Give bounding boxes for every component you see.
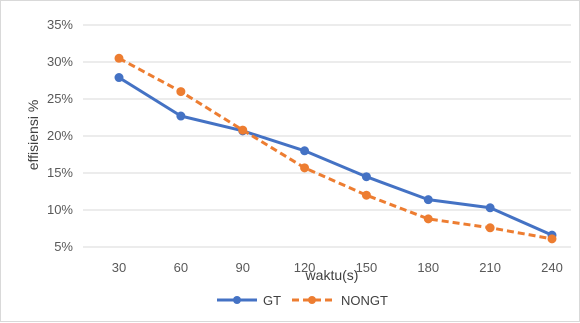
y-axis-ticks: 5% 10% 15% 20% 25% 30% 35% [47, 17, 73, 254]
data-point [485, 223, 495, 233]
x-tick-label: 240 [541, 260, 563, 275]
x-axis-title: waktu(s) [305, 267, 359, 283]
y-tick-label: 15% [47, 165, 73, 180]
series-line [118, 56, 553, 241]
data-point [423, 195, 433, 205]
y-tick-label: 35% [47, 17, 73, 32]
y-tick-label: 10% [47, 202, 73, 217]
x-tick-label: 210 [479, 260, 501, 275]
series-layer [114, 53, 557, 244]
legend-item-gt: GT [217, 293, 281, 308]
data-point [114, 53, 124, 63]
data-point [238, 125, 248, 135]
data-point [176, 111, 186, 121]
y-tick-label: 5% [54, 239, 73, 254]
series-line [118, 76, 553, 237]
legend-label: GT [263, 293, 281, 308]
data-point [176, 87, 186, 97]
y-tick-label: 20% [47, 128, 73, 143]
legend-marker [308, 296, 316, 304]
y-axis-title: effisiensi % [25, 100, 41, 171]
data-point [361, 172, 371, 182]
x-axis-ticks: 30 60 90 120 150 180 210 240 [112, 260, 563, 275]
data-point [361, 190, 371, 200]
x-tick-label: 120 [294, 260, 316, 275]
x-tick-label: 30 [112, 260, 126, 275]
series-gt [114, 73, 557, 240]
data-point [114, 73, 124, 83]
data-point [300, 163, 310, 173]
y-tick-label: 25% [47, 91, 73, 106]
x-tick-label: 180 [417, 260, 439, 275]
gridlines [83, 24, 571, 248]
data-point [423, 214, 433, 224]
legend-marker [233, 296, 241, 304]
x-tick-label: 90 [235, 260, 249, 275]
data-point [300, 146, 310, 156]
data-point [547, 234, 557, 244]
x-tick-label: 150 [356, 260, 378, 275]
legend-label: NONGT [341, 293, 388, 308]
legend: GT NONGT [217, 293, 388, 308]
y-tick-label: 30% [47, 54, 73, 69]
data-point [485, 203, 495, 213]
series-nongt [114, 53, 557, 244]
legend-item-nongt: NONGT [292, 293, 388, 308]
x-tick-label: 60 [174, 260, 188, 275]
